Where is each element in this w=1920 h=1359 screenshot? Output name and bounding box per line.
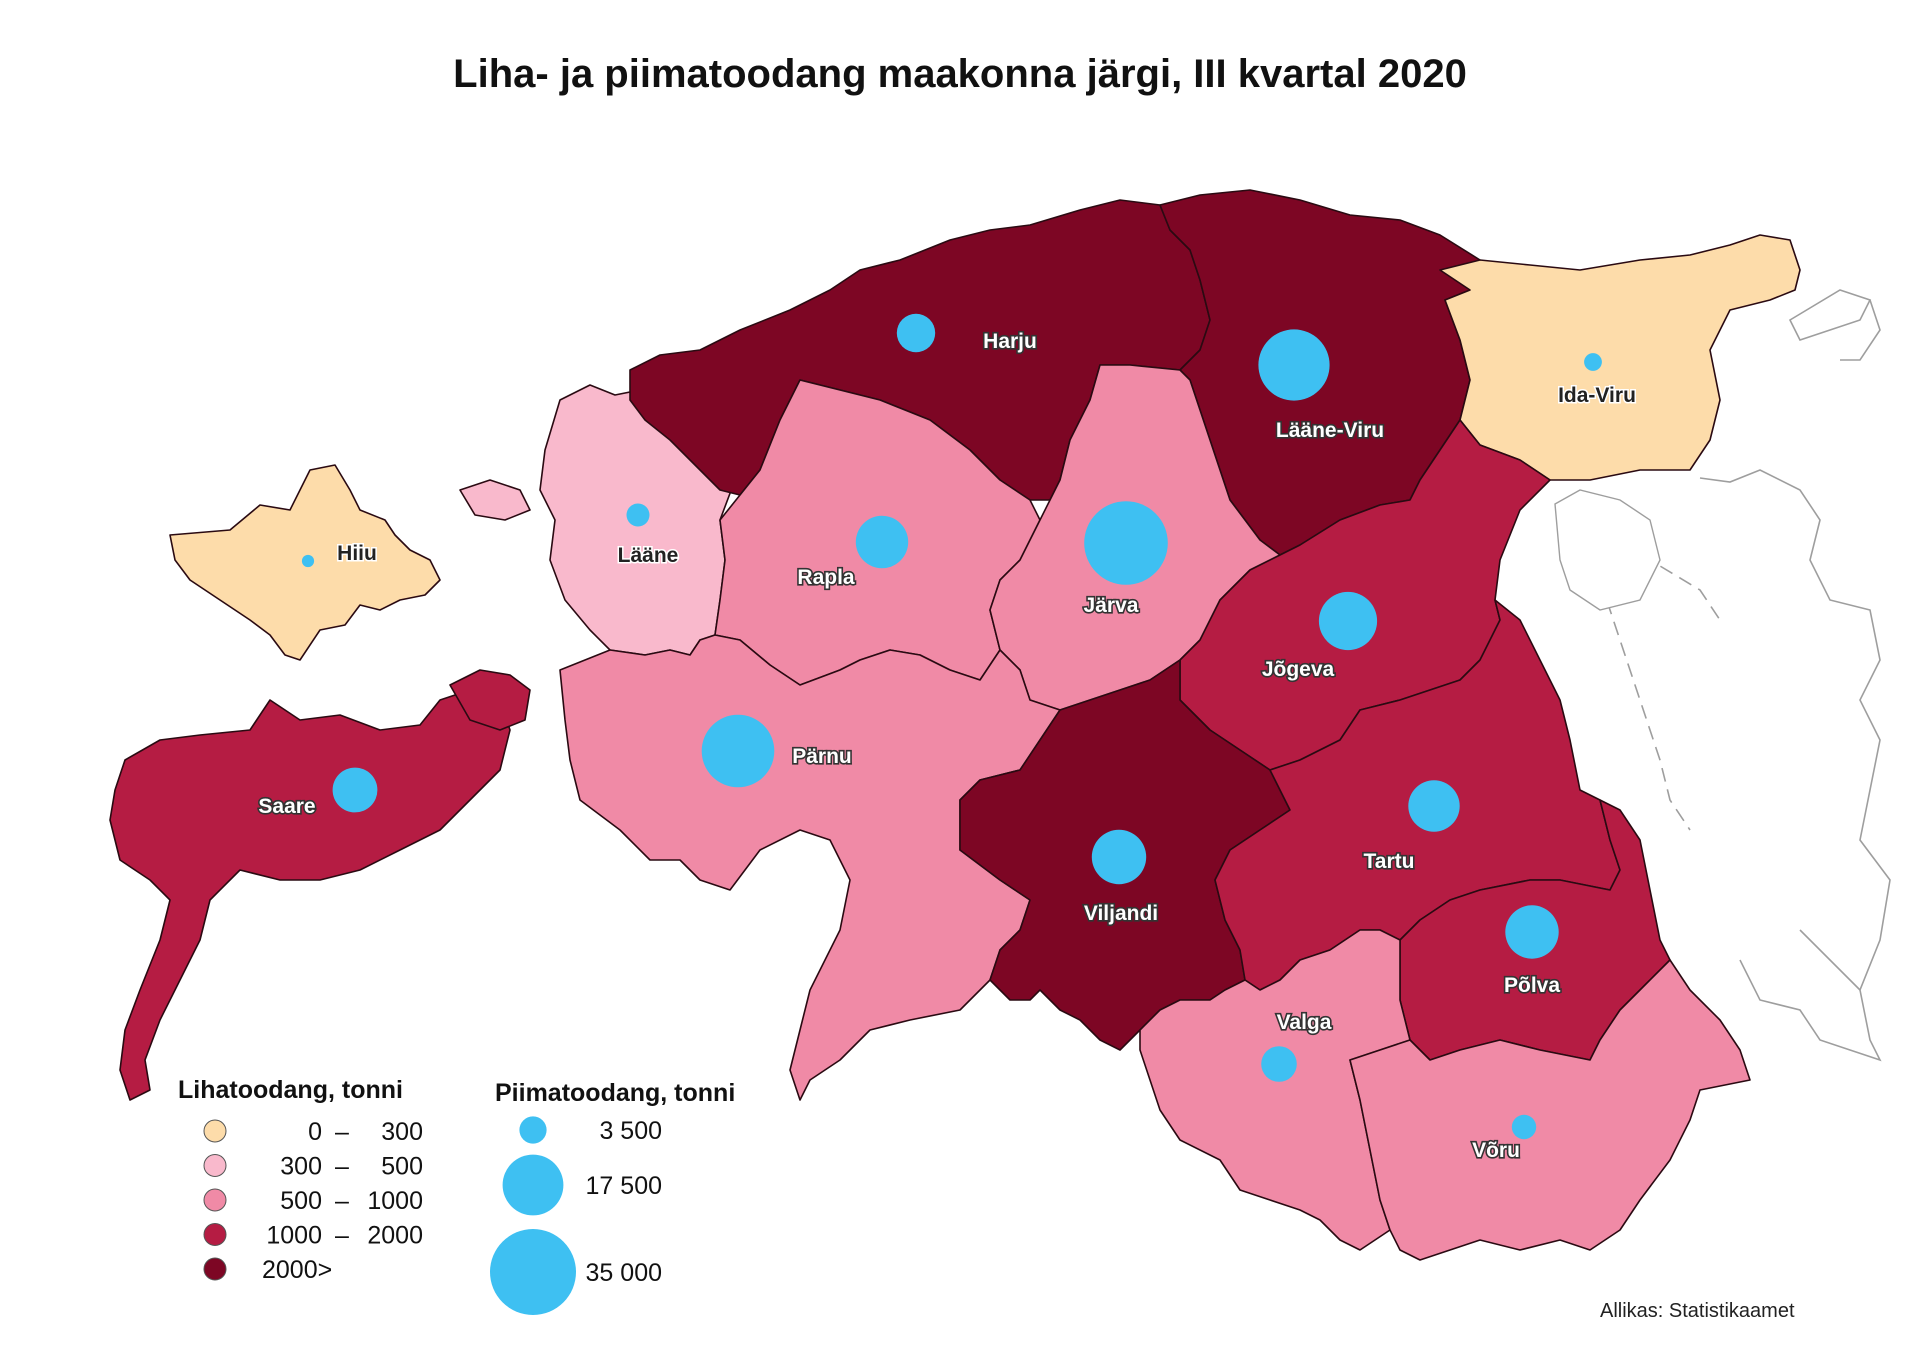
map-title: Liha- ja piimatoodang maakonna järgi, II…: [453, 52, 1467, 96]
milk-circle-hiiu: [301, 554, 315, 568]
county-label-voru: Võru: [1472, 1139, 1520, 1162]
legend-meat-to: 300: [381, 1118, 423, 1146]
county-label-hiiu: Hiiu: [337, 542, 377, 565]
milk-circle-laane: [626, 503, 650, 527]
legend-meat-swatch: [203, 1257, 227, 1281]
milk-circle-saare: [332, 767, 378, 813]
legend-milk-circle: [490, 1229, 576, 1315]
legend-meat-label: 2000>: [262, 1256, 332, 1284]
county-label-laane-viru: Lääne-Viru: [1276, 419, 1384, 442]
county-label-rapla: Rapla: [797, 566, 855, 589]
legend-meat-to: 2000: [367, 1222, 423, 1250]
legend-meat-dash: –: [335, 1222, 349, 1250]
county-labels: Harju Lääne-Viru Ida-Viru Hiiu Lääne Rapla Jär…: [257, 328, 1638, 1163]
milk-circle-rapla: [855, 515, 909, 569]
milk-circle-jarva: [1084, 501, 1168, 585]
milk-circle-tartu: [1408, 780, 1460, 832]
county-label-viljandi: Viljandi: [1084, 902, 1158, 925]
legend-meat-from: 1000: [266, 1222, 322, 1250]
legend-milk-label: 17 500: [586, 1172, 662, 1200]
legend-meat-from: 0: [308, 1118, 322, 1146]
legend-milk-title: Piimatoodang, tonni: [495, 1079, 735, 1107]
legend-meat: Lihatoodang, tonni0–300300–500500–100010…: [178, 1076, 423, 1284]
legend-milk: Piimatoodang, tonni 3 500 17 500 35 000: [490, 1079, 735, 1315]
milk-circle-parnu: [701, 714, 775, 788]
legend-meat-to: 500: [381, 1153, 423, 1181]
legend-milk-label: 35 000: [586, 1259, 662, 1287]
legend-meat-dash: –: [335, 1153, 349, 1181]
legend-meat-title: Lihatoodang, tonni: [178, 1076, 403, 1104]
county-saare-muhu[interactable]: [449, 669, 531, 731]
milk-circle-ida-viru: [1584, 353, 1602, 371]
milk-circle-valga: [1261, 1046, 1297, 1082]
legend-meat-to: 1000: [367, 1187, 423, 1215]
county-label-jogeva: Jõgeva: [1262, 658, 1335, 681]
county-laane-island[interactable]: [459, 479, 531, 521]
county-label-saare: Saare: [258, 795, 315, 818]
legend-meat-swatch: [203, 1119, 227, 1143]
county-label-laane: Lääne: [618, 544, 679, 567]
county-label-harju: Harju: [983, 330, 1037, 353]
county-saare[interactable]: [109, 689, 511, 1101]
county-voru[interactable]: [1349, 959, 1751, 1261]
county-label-polva: Põlva: [1504, 974, 1560, 997]
milk-circle-jogeva: [1318, 591, 1378, 651]
legend-meat-swatch: [203, 1223, 227, 1246]
legend-milk-label: 3 500: [599, 1117, 662, 1145]
legend-meat-swatch: [203, 1154, 227, 1177]
milk-circle-harju: [896, 313, 936, 353]
legend-milk-circle: [519, 1116, 547, 1144]
milk-circle-laane-viru: [1258, 329, 1330, 401]
legend-meat-swatch: [203, 1188, 227, 1212]
county-label-jarva: Järva: [1084, 594, 1139, 617]
milk-circle-polva: [1505, 905, 1559, 959]
county-label-valga: Valga: [1277, 1011, 1332, 1034]
milk-circles: [301, 313, 1602, 1140]
legend-milk-circle: [502, 1154, 564, 1216]
county-label-ida-viru: Ida-Viru: [1558, 384, 1636, 407]
legend-meat-dash: –: [335, 1187, 349, 1215]
county-ida-viru[interactable]: [1439, 234, 1801, 481]
county-label-parnu: Pärnu: [792, 745, 852, 768]
legend-meat-from: 500: [280, 1187, 322, 1215]
milk-circle-viljandi: [1091, 829, 1147, 885]
source-note: Allikas: Statistikaamet: [1600, 1300, 1795, 1322]
legend-meat-from: 300: [280, 1153, 322, 1181]
county-label-tartu: Tartu: [1364, 850, 1415, 873]
milk-circle-voru: [1511, 1114, 1537, 1140]
legend-meat-dash: –: [335, 1118, 349, 1146]
counties: [109, 189, 1801, 1261]
